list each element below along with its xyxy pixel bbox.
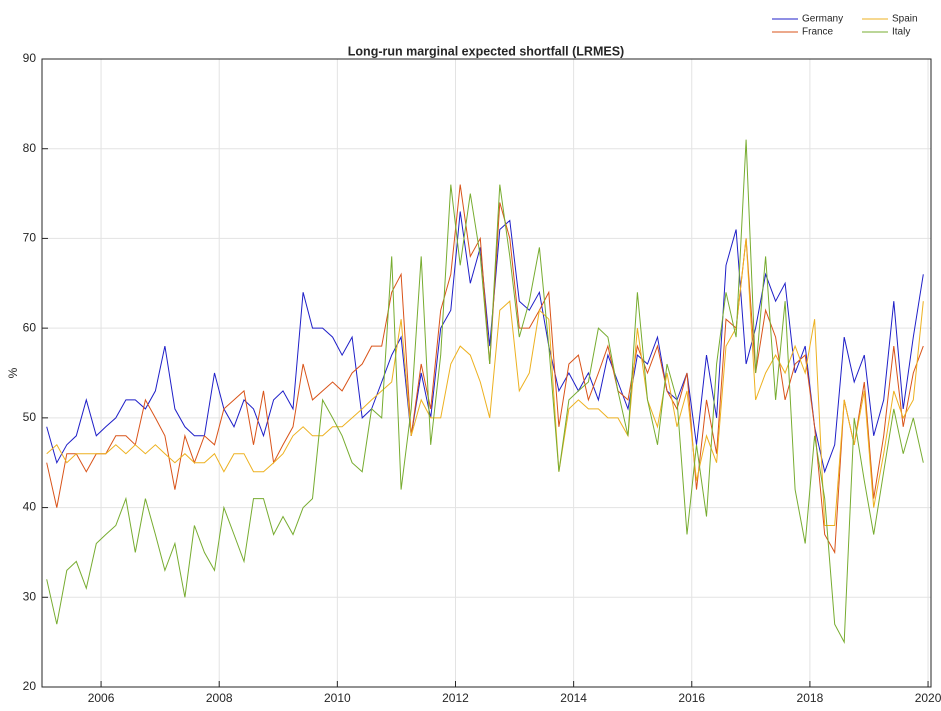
legend-label: Germany bbox=[802, 14, 843, 25]
y-tick-label: 70 bbox=[23, 231, 37, 245]
legend-label: Italy bbox=[892, 27, 910, 38]
x-tick-label: 2006 bbox=[88, 691, 115, 705]
y-tick-label: 80 bbox=[23, 141, 37, 155]
legend-box bbox=[760, 12, 931, 44]
series-line bbox=[46, 139, 924, 644]
y-axis-label: % bbox=[6, 367, 20, 378]
x-tick-label: 2018 bbox=[797, 691, 824, 705]
x-tick-label: 2014 bbox=[560, 691, 587, 705]
x-tick-label: 2010 bbox=[324, 691, 351, 705]
axes-box bbox=[41, 58, 932, 688]
legend: Germany France Spain Italy bbox=[760, 12, 931, 44]
y-tick-label: 40 bbox=[23, 500, 37, 514]
legend-label: France bbox=[802, 27, 834, 38]
y-tick-label: 60 bbox=[23, 320, 37, 334]
series-line bbox=[46, 184, 924, 555]
x-tick-label: 2020 bbox=[915, 691, 941, 705]
y-tick-label: 90 bbox=[23, 51, 37, 65]
series-line bbox=[46, 238, 924, 526]
y-tick-label: 50 bbox=[23, 410, 37, 424]
y-tick-label: 30 bbox=[23, 589, 37, 603]
y-tick-label: 20 bbox=[23, 679, 37, 693]
x-tick-label: 2016 bbox=[678, 691, 705, 705]
x-tick-label: 2012 bbox=[442, 691, 469, 705]
legend-label: Spain bbox=[892, 14, 918, 25]
chart-title: Long-run marginal expected shortfall (LR… bbox=[348, 44, 624, 58]
x-tick-label: 2008 bbox=[206, 691, 233, 705]
plot-area bbox=[42, 59, 931, 687]
